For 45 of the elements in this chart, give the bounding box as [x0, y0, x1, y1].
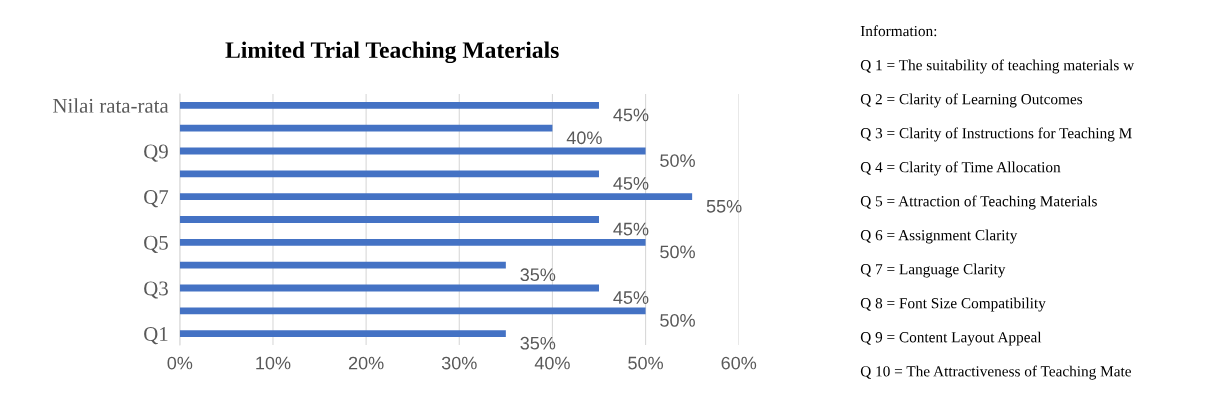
data-label: 35%: [520, 268, 556, 282]
text: Q 10 = The Attractiveness of Teaching Mate: [860, 365, 1132, 380]
data-label: 35%: [520, 336, 556, 350]
text: Q 2 = Clarity of Learning Outcomes: [860, 93, 1083, 108]
x-tick-label: 20%: [348, 356, 384, 370]
data-label: 55%: [706, 199, 742, 213]
data-label: 45%: [613, 291, 649, 304]
data-label: 40%: [566, 131, 602, 145]
data-label: 45%: [613, 177, 649, 190]
bar: [179, 238, 646, 246]
bar: [179, 170, 599, 178]
x-tick-label: 10%: [256, 356, 291, 370]
y-tick-label: Q9: [144, 144, 168, 162]
text: Q 7 = Language Clarity: [860, 263, 1006, 278]
y-tick-label: Q5: [144, 235, 168, 253]
text: Q 9 = Content Layout Appeal: [860, 331, 1042, 346]
bar: [179, 261, 506, 269]
x-tick-label: 50%: [628, 356, 663, 370]
y-tick-label: Q1: [144, 327, 168, 345]
data-label: 45%: [613, 108, 649, 122]
data-label: 50%: [660, 313, 695, 327]
data-label: 50%: [660, 245, 695, 259]
chart-title: Limited Trial Teaching Materials: [225, 41, 559, 64]
y-tick-label: Nilai rata-rata: [53, 98, 169, 113]
bar: [179, 124, 553, 132]
bar: [179, 307, 646, 315]
x-tick-label: 0%: [167, 356, 193, 370]
y-tick-label: Q3: [144, 281, 168, 299]
text: Information:: [860, 25, 937, 37]
text: Q 5 = Attraction of Teaching Materials: [860, 195, 1097, 210]
x-tick-label: 30%: [441, 356, 477, 370]
text: Q 1 = The suitability of teaching materials w: [860, 59, 1135, 74]
bar: [179, 330, 506, 338]
bar: [179, 216, 599, 223]
text: Q 3 = Clarity of Instructions for Teaching M: [860, 127, 1132, 142]
text: Q 4 = Clarity of Time Allocation: [860, 161, 1061, 176]
y-tick-label: Q7: [144, 190, 169, 208]
bar: [179, 193, 693, 201]
data-label: 45%: [613, 222, 649, 236]
text: Q 8 = Font Size Compatibility: [860, 297, 1046, 312]
data-label: 50%: [660, 154, 695, 167]
bar: [179, 101, 599, 109]
x-tick-label: 60%: [721, 356, 757, 370]
x-tick-label: 40%: [534, 356, 570, 370]
text: Q 6 = Assignment Clarity: [860, 229, 1018, 244]
